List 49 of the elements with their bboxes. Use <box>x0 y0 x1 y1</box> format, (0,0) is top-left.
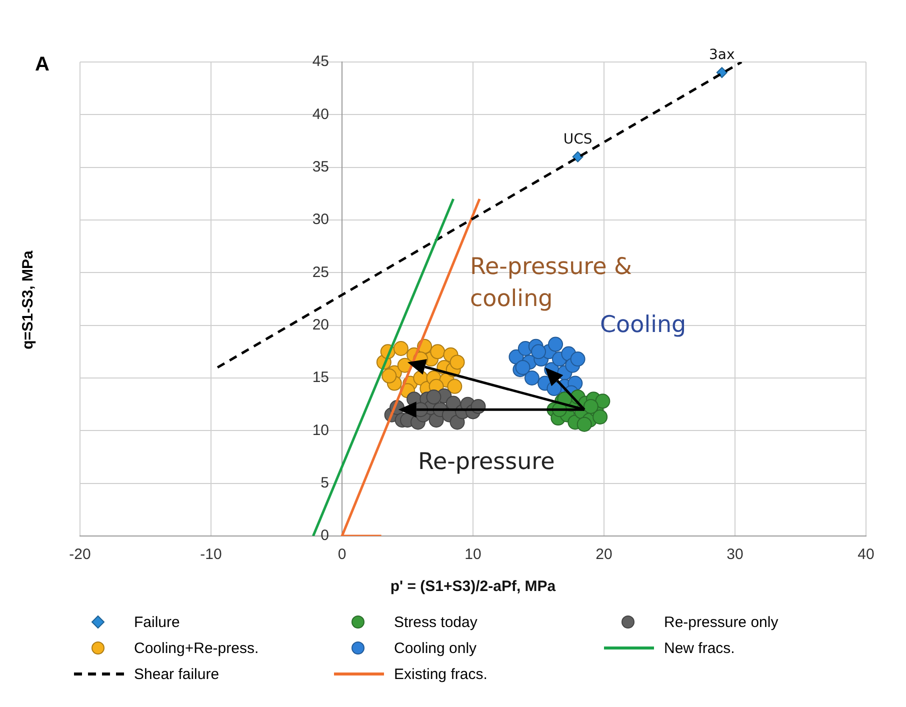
point <box>583 398 598 414</box>
y-tick-label: 25 <box>312 264 329 281</box>
annotation: Re-pressure <box>418 448 555 475</box>
y-tick-label: 10 <box>312 422 329 439</box>
legend-label: Existing fracs. <box>394 666 488 682</box>
legend-label: New fracs. <box>664 640 735 656</box>
point <box>531 344 546 360</box>
x-tick-label: 40 <box>858 546 874 564</box>
y-tick-label: 30 <box>312 211 329 228</box>
point <box>393 341 408 356</box>
y-tick-label: 0 <box>320 527 329 544</box>
x-tick-label: 0 <box>338 546 346 564</box>
y-tick-label: 35 <box>312 158 329 176</box>
x-tick-label: 30 <box>726 546 744 564</box>
point <box>716 67 728 78</box>
point <box>548 336 564 352</box>
y-tick-label: 45 <box>312 53 329 70</box>
point <box>447 378 462 394</box>
legend-label: Cooling+Re-press. <box>134 640 259 656</box>
point <box>576 416 592 432</box>
text: A <box>35 54 50 76</box>
y-tick-label: 15 <box>312 369 329 386</box>
y-tick-label: 20 <box>312 316 329 334</box>
y-tick-label: 5 <box>320 474 329 492</box>
legend-label: Stress today <box>394 614 478 630</box>
point <box>592 409 608 424</box>
annotation: 3ax <box>709 47 735 64</box>
x-tick-label: 20 <box>596 546 612 564</box>
x-tick-label: 10 <box>464 546 482 564</box>
legend-label: Failure <box>134 614 180 630</box>
annotation: Re-pressure & cooling <box>470 254 632 312</box>
point <box>450 354 465 370</box>
point <box>572 151 584 162</box>
annotation: UCS <box>563 131 592 148</box>
legend-label: Re-pressure only <box>664 614 778 630</box>
y-axis-title: q=S1-S3, MPa <box>20 250 36 350</box>
point <box>430 344 446 360</box>
point <box>426 389 442 404</box>
x-tick-label: -20 <box>69 546 91 564</box>
point <box>382 368 397 384</box>
x-axis-title: p' = (S1+S3)/2-aPf, MPa <box>390 578 556 596</box>
legend-label: Shear failure <box>134 666 220 682</box>
annotation: Cooling <box>600 312 686 338</box>
y-tick-label: 40 <box>312 106 329 123</box>
x-tick-label: -10 <box>200 546 222 564</box>
point <box>595 394 610 409</box>
legend-label: Cooling only <box>394 640 477 656</box>
point <box>570 352 586 367</box>
point <box>524 370 540 386</box>
